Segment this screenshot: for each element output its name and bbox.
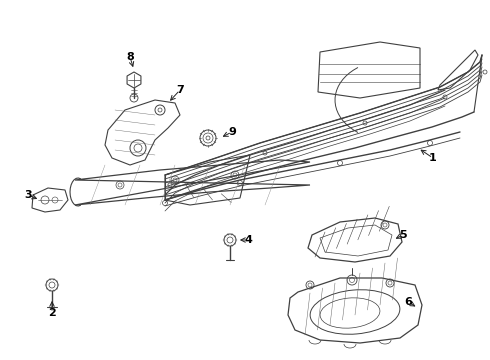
Text: 7: 7 xyxy=(176,85,184,95)
Text: 1: 1 xyxy=(429,153,437,163)
Text: 5: 5 xyxy=(399,230,407,240)
Text: 2: 2 xyxy=(48,308,56,318)
Text: 8: 8 xyxy=(126,52,134,62)
Text: 4: 4 xyxy=(244,235,252,245)
Text: 3: 3 xyxy=(24,190,32,200)
Text: 9: 9 xyxy=(228,127,236,137)
Text: 6: 6 xyxy=(404,297,412,307)
